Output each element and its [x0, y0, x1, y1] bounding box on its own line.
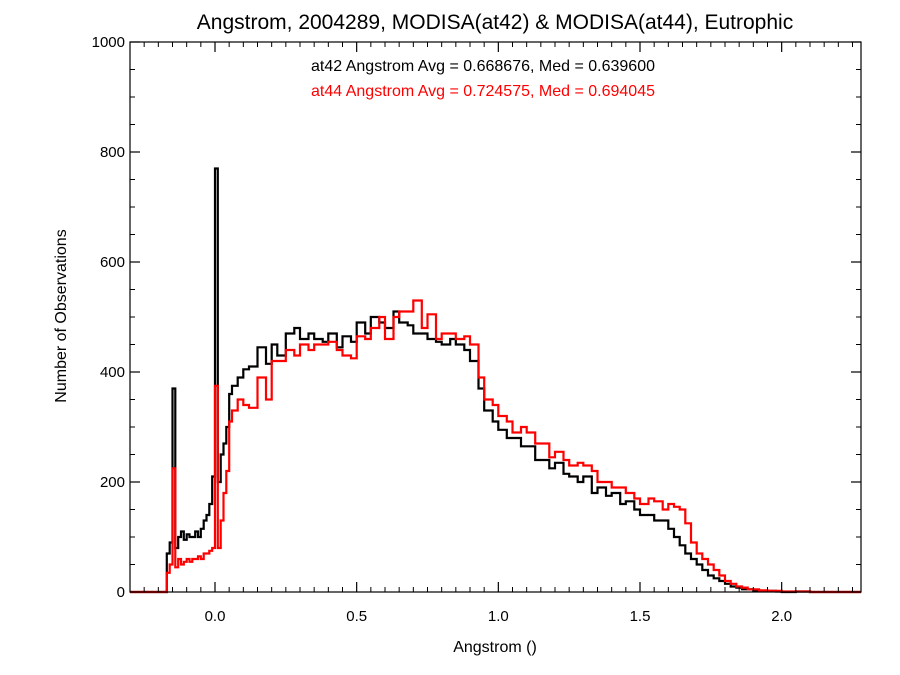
y-axis-label: Number of Observations	[53, 229, 70, 402]
axes-layer: 0.0 0.5 1.0 1.5 2.0 0 200 400 600 800 1000	[92, 34, 862, 625]
series-layer	[130, 167, 861, 594]
x-tick-label: 0.5	[346, 608, 367, 625]
y-tick-label: 600	[100, 254, 125, 271]
annotation-at42: at42 Angstrom Avg = 0.668676, Med = 0.63…	[311, 58, 655, 75]
x-tick-label: 2.0	[771, 608, 792, 625]
x-axis-label: Angstrom ()	[453, 639, 537, 656]
x-tick-label: 1.0	[488, 608, 509, 625]
series-line-0	[130, 167, 861, 594]
x-tick-label: 1.5	[630, 608, 651, 625]
chart-title: Angstrom, 2004289, MODISA(at42) & MODISA…	[197, 11, 793, 34]
plot-frame	[129, 41, 862, 593]
y-tick-label: 400	[100, 364, 125, 381]
y-tick-label: 1000	[92, 34, 125, 51]
series-line-1	[130, 299, 861, 594]
y-tick-label: 200	[100, 474, 125, 491]
x-tick-label: 0.0	[205, 608, 226, 625]
y-tick-label: 0	[117, 584, 125, 601]
y-tick-label: 800	[100, 144, 125, 161]
annotation-at44: at44 Angstrom Avg = 0.724575, Med = 0.69…	[311, 83, 655, 100]
